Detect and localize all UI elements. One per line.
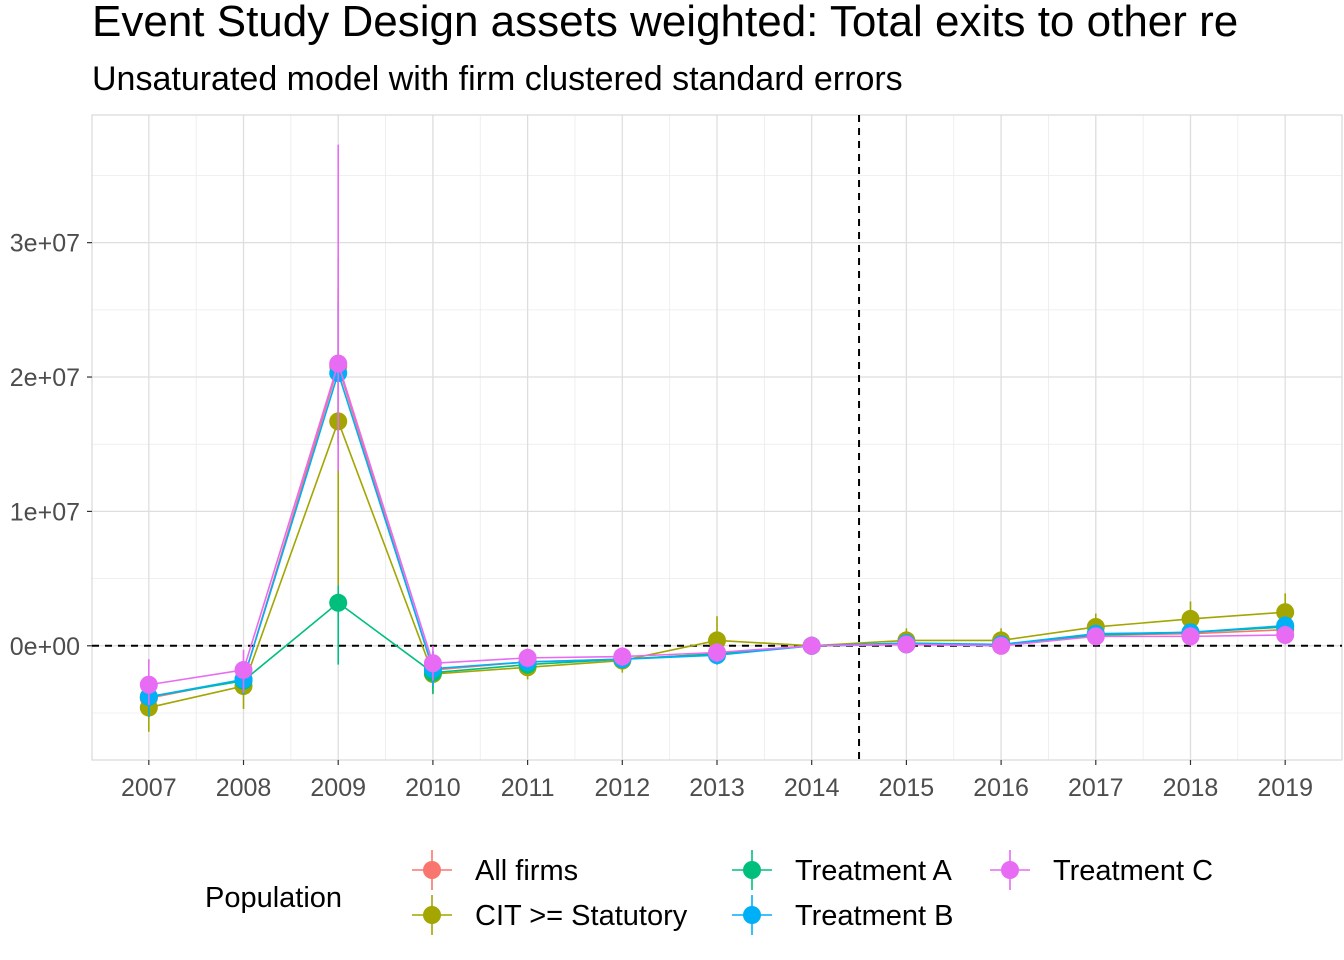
x-tick-label: 2010	[405, 774, 461, 802]
legend-key-point	[423, 861, 441, 879]
legend-label: Treatment B	[795, 900, 953, 932]
legend-label: Treatment A	[795, 855, 953, 887]
legend: Population All firms CIT >= Statutory Trea…	[205, 850, 1213, 935]
x-tick-label: 2009	[310, 774, 366, 802]
data-point	[897, 635, 916, 654]
y-tick-label: 2e+07	[10, 364, 80, 392]
y-tick-label: 1e+07	[10, 498, 80, 526]
legend-label: All firms	[475, 855, 578, 887]
legend-key-point	[1001, 861, 1019, 879]
chart-subtitle: Unsaturated model with firm clustered st…	[92, 60, 903, 98]
data-point	[329, 593, 348, 612]
data-point	[1181, 609, 1200, 628]
legend-title: Population	[205, 882, 342, 914]
legend-item: Treatment B	[732, 895, 953, 935]
x-tick-label: 2017	[1068, 774, 1124, 802]
chart-title: Event Study Design assets weighted: Tota…	[92, 0, 1238, 46]
data-point	[1181, 627, 1200, 646]
y-tick-label: 0e+00	[10, 633, 80, 661]
data-point	[708, 643, 726, 662]
x-tick-label: 2012	[594, 774, 650, 802]
x-tick-label: 2013	[689, 774, 745, 802]
data-point	[1086, 627, 1105, 646]
legend-item: All firms	[412, 850, 578, 890]
x-tick-label: 2016	[973, 774, 1029, 802]
legend-label: CIT >= Statutory	[475, 900, 688, 932]
axis-ticks: 0e+00 1e+07 2e+07 3e+07 2007 2008 2009 2010 2011…	[10, 230, 1313, 802]
legend-item: Treatment A	[732, 850, 953, 890]
data-point	[518, 648, 537, 667]
data-point	[1276, 626, 1295, 645]
data-point	[329, 354, 348, 373]
x-tick-label: 2008	[216, 774, 272, 802]
data-point	[139, 675, 158, 694]
legend-key-point	[423, 906, 441, 924]
data-series	[139, 144, 1295, 732]
legend-item: CIT >= Statutory	[412, 895, 688, 935]
y-tick-label: 3e+07	[10, 230, 80, 258]
x-tick-label: 2014	[784, 774, 840, 802]
data-point	[1276, 603, 1295, 622]
legend-key-point	[743, 906, 761, 924]
legend-item: Treatment C	[990, 850, 1213, 890]
x-tick-label: 2018	[1163, 774, 1219, 802]
data-point	[234, 660, 253, 679]
data-point	[613, 647, 632, 666]
x-tick-label: 2007	[121, 774, 177, 802]
legend-key-point	[743, 861, 761, 879]
x-tick-label: 2011	[501, 774, 555, 802]
series-5	[139, 144, 1295, 705]
data-point	[992, 636, 1011, 655]
x-tick-label: 2015	[879, 774, 935, 802]
data-point	[423, 654, 442, 673]
legend-label: Treatment C	[1053, 855, 1213, 887]
data-point	[802, 636, 821, 655]
x-tick-label: 2019	[1257, 774, 1313, 802]
